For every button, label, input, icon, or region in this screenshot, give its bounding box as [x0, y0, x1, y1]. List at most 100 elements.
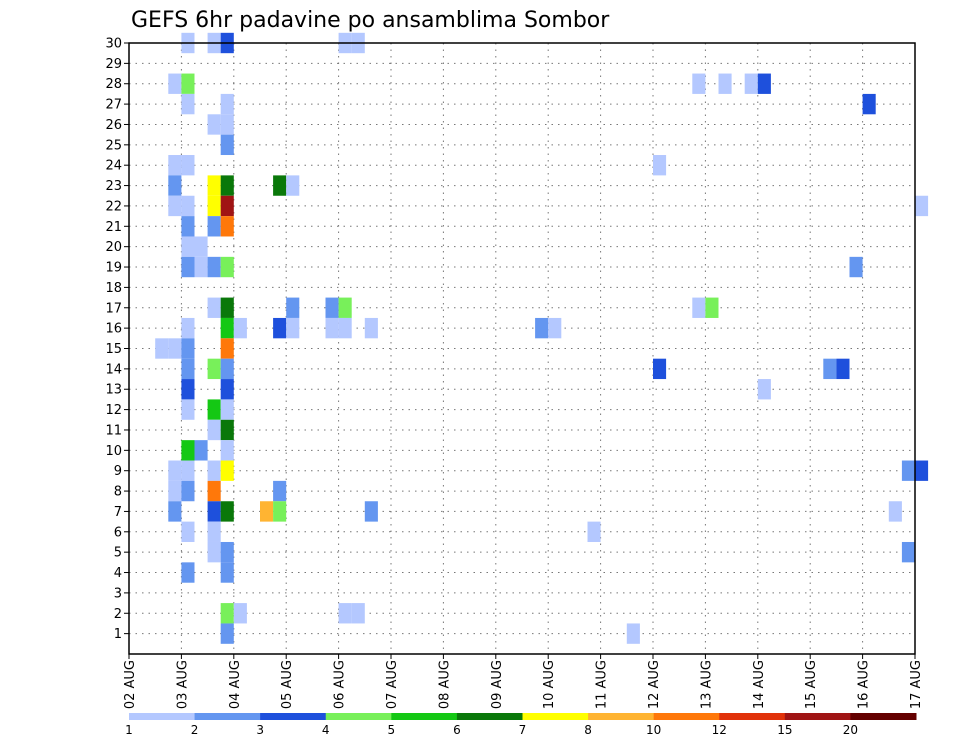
precip-cell — [207, 195, 221, 217]
precip-cell — [181, 379, 195, 400]
y-tick-label: 14 — [105, 362, 122, 377]
precip-cell — [220, 623, 234, 644]
precip-cell — [260, 501, 274, 522]
colorbar-label: 6 — [453, 723, 461, 737]
chart-title: GEFS 6hr padavine po ansamblima Sombor — [131, 8, 610, 33]
y-tick-label: 13 — [105, 383, 122, 398]
precip-cell — [220, 603, 234, 624]
precip-cell — [915, 195, 929, 217]
y-tick-label: 3 — [114, 586, 122, 601]
precip-cell — [692, 297, 706, 318]
precip-cell — [168, 175, 182, 196]
precip-cell — [888, 501, 902, 522]
x-tick-label: 08 AUG — [437, 660, 452, 709]
y-tick-label: 15 — [105, 342, 122, 357]
y-tick-label: 4 — [114, 566, 122, 581]
precip-cell — [207, 541, 221, 563]
precip-cell — [181, 460, 195, 481]
precip-cell — [207, 419, 221, 441]
y-tick-label: 1 — [114, 627, 122, 642]
precip-cell — [181, 358, 195, 380]
precip-cell — [181, 562, 195, 583]
precip-cell — [273, 501, 287, 522]
colorbar-swatch — [325, 713, 392, 720]
x-tick-label: 11 AUG — [595, 660, 610, 709]
y-tick-label: 17 — [105, 301, 122, 316]
y-tick-label: 24 — [105, 159, 122, 174]
colorbar-label: 7 — [519, 723, 527, 737]
colorbar-legend: 1 2 3 4 5 6 7 8 10 12 15 20 — [125, 713, 917, 737]
precip-cell — [207, 460, 221, 481]
y-tick-label: 11 — [105, 423, 122, 438]
precip-cell — [757, 73, 771, 94]
precip-cell — [364, 501, 378, 522]
x-tick-label: 09 AUG — [490, 660, 505, 709]
precip-cell — [220, 358, 234, 380]
precip-cell — [220, 440, 234, 461]
precip-cell — [338, 297, 352, 318]
y-tick-label: 20 — [105, 240, 122, 255]
precip-cell — [823, 358, 837, 380]
precip-cell — [181, 440, 195, 461]
precip-cell — [181, 521, 195, 542]
precip-cell — [220, 338, 234, 359]
precip-cell — [181, 480, 195, 502]
precip-cell — [273, 480, 287, 502]
precip-cell — [351, 603, 365, 624]
precip-cell — [220, 256, 234, 278]
precip-cell — [220, 460, 234, 481]
y-axis: 1234567891011121314151617181920212223242… — [105, 37, 129, 642]
precip-cell — [207, 501, 221, 522]
y-tick-label: 5 — [114, 546, 122, 561]
precip-cell — [338, 317, 352, 339]
y-tick-label: 7 — [114, 505, 122, 520]
precip-cell — [220, 195, 234, 217]
x-tick-label: 17 AUG — [909, 660, 924, 709]
colorbar-label: 12 — [712, 723, 727, 737]
x-tick-label: 03 AUG — [175, 660, 190, 709]
precip-cell — [692, 73, 706, 94]
precip-cell — [757, 379, 771, 400]
precip-cell — [181, 236, 195, 257]
precip-cell — [220, 216, 234, 237]
precip-cell — [653, 358, 667, 380]
precip-cell — [207, 114, 221, 135]
colorbar-swatch — [456, 713, 523, 720]
precip-cell — [901, 460, 915, 481]
x-tick-label: 05 AUG — [280, 660, 295, 709]
precip-cell — [286, 297, 300, 318]
precip-cell — [181, 195, 195, 217]
precip-cell — [207, 399, 221, 420]
precip-cell — [194, 440, 208, 461]
precip-cell — [220, 562, 234, 583]
precip-cell — [181, 338, 195, 359]
colorbar-label: 15 — [777, 723, 792, 737]
precip-cell — [744, 73, 758, 94]
x-tick-label: 06 AUG — [333, 660, 348, 709]
precip-cell — [220, 541, 234, 563]
y-tick-label: 27 — [105, 98, 122, 113]
y-tick-label: 16 — [105, 322, 122, 337]
colorbar-swatch — [129, 713, 196, 720]
precip-cell — [207, 175, 221, 196]
colorbar-swatch — [588, 713, 655, 720]
precip-cell — [181, 399, 195, 420]
precip-cell — [548, 317, 562, 339]
colorbar-label: 5 — [388, 723, 396, 737]
precip-cell — [207, 297, 221, 318]
y-tick-label: 29 — [105, 57, 122, 72]
x-tick-label: 13 AUG — [699, 660, 714, 709]
precip-cell — [181, 93, 195, 115]
precip-cell — [168, 195, 182, 217]
precip-cell — [181, 256, 195, 278]
colorbar-label: 10 — [646, 723, 661, 737]
y-tick-label: 19 — [105, 261, 122, 276]
precip-cell — [181, 155, 195, 176]
colorbar-swatch — [522, 713, 589, 720]
precip-cell — [653, 155, 667, 176]
precip-cell — [626, 623, 640, 644]
precip-cell — [220, 297, 234, 318]
precip-cell — [862, 93, 876, 115]
precip-cell — [587, 521, 601, 542]
precip-cell — [535, 317, 549, 339]
